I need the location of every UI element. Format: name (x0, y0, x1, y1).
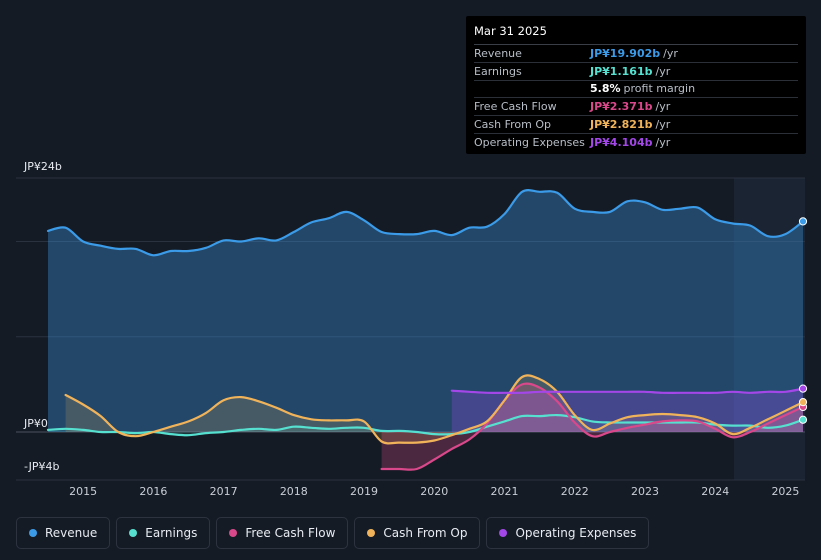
tooltip-label: Earnings (474, 64, 522, 78)
earnings-end-dot (798, 415, 808, 424)
legend: Revenue Earnings Free Cash Flow Cash Fro… (16, 517, 650, 549)
legend-label: Free Cash Flow (245, 526, 336, 540)
tooltip-label: Cash From Op (474, 118, 552, 132)
legend-item-revenue[interactable]: Revenue (16, 517, 111, 549)
tooltip-label: Free Cash Flow (474, 100, 557, 114)
legend-dot-icon (229, 529, 238, 537)
tooltip-unit: /yr (655, 135, 671, 149)
x-tick-label: 2016 (139, 485, 167, 498)
legend-dot-icon (499, 529, 508, 537)
chart: JP¥24b JP¥0 -JP¥4b 2015 2016 2017 2018 2019 2… (16, 160, 808, 498)
free-cash-flow-area (381, 383, 803, 470)
tooltip-value: JP¥4.104b (590, 135, 653, 149)
legend-dot-icon (129, 529, 138, 537)
legend-item-operating-expenses[interactable]: Operating Expenses (486, 517, 650, 549)
cash-from-op-end-dot (798, 398, 808, 407)
tooltip-row-revenue: Revenue JP¥19.902b /yr (474, 45, 798, 63)
legend-item-earnings[interactable]: Earnings (116, 517, 211, 549)
revenue-line (46, 189, 805, 257)
x-tick-label: 2017 (210, 485, 238, 498)
y-label-zero: JP¥0 (23, 417, 48, 430)
x-tick-label: 2025 (771, 485, 799, 498)
tooltip-label: Revenue (474, 46, 522, 60)
x-tick-label: 2020 (420, 485, 448, 498)
legend-label: Operating Expenses (515, 526, 637, 540)
tooltip-date: Mar 31 2025 (474, 24, 798, 45)
tooltip-value: 5.8% (590, 82, 621, 96)
tooltip-value: JP¥1.161b (590, 64, 653, 78)
tooltip-unit: profit margin (623, 82, 696, 96)
tooltip-unit: /yr (655, 100, 671, 114)
x-tick-label: 2022 (561, 485, 589, 498)
tooltip-value: JP¥2.821b (590, 118, 653, 132)
tooltip-value: JP¥19.902b (590, 46, 661, 60)
tooltip-row-earnings: Earnings JP¥1.161b /yr (474, 63, 798, 81)
tooltip-value: JP¥2.371b (590, 100, 653, 114)
earnings-line (46, 413, 805, 437)
free-cash-flow-line (380, 382, 805, 471)
tooltip-unit: /yr (655, 118, 671, 132)
operating-expenses-line (450, 387, 805, 394)
cash-from-op-area (65, 375, 804, 444)
x-tick-label: 2018 (280, 485, 308, 498)
x-tick-label: 2021 (491, 485, 519, 498)
series-lines (46, 189, 805, 471)
tooltip-unit: /yr (663, 46, 678, 60)
tooltip-label: Operating Expenses (474, 135, 585, 149)
legend-item-free-cash-flow[interactable]: Free Cash Flow (216, 517, 349, 549)
x-tick-label: 2023 (631, 485, 659, 498)
legend-label: Earnings (145, 526, 198, 540)
y-label-top: JP¥24b (23, 160, 62, 173)
x-tick-label: 2024 (701, 485, 729, 498)
y-label-bottom: -JP¥4b (24, 460, 59, 473)
revenue-area (48, 190, 803, 432)
legend-dot-icon (29, 529, 37, 537)
x-axis-ticks: 2015 2016 2017 2018 2019 2020 2021 2022 2023 2024… (69, 485, 799, 498)
series-end-dots (798, 217, 808, 424)
x-tick-label: 2019 (350, 485, 378, 498)
tooltip-row-operating-expenses: Operating Expenses JP¥4.104b /yr (474, 134, 798, 151)
revenue-end-dot (798, 217, 808, 226)
x-tick-label: 2015 (69, 485, 97, 498)
operating-expenses-area (451, 388, 803, 432)
tooltip-row-profit-margin: 5.8% profit margin (474, 81, 798, 99)
legend-item-cash-from-op[interactable]: Cash From Op (354, 517, 481, 549)
legend-label: Cash From Op (383, 526, 468, 540)
cash-from-op-line (64, 374, 805, 445)
tooltip-panel: Mar 31 2025 Revenue JP¥19.902b /yr Earni… (466, 16, 806, 154)
legend-dot-icon (367, 529, 376, 537)
tooltip-row-cash-from-op: Cash From Op JP¥2.821b /yr (474, 116, 798, 134)
tooltip-unit: /yr (655, 64, 671, 78)
legend-label: Revenue (45, 526, 98, 540)
tooltip-row-free-cash-flow: Free Cash Flow JP¥2.371b /yr (474, 98, 798, 117)
operating-expenses-end-dot (798, 384, 808, 393)
